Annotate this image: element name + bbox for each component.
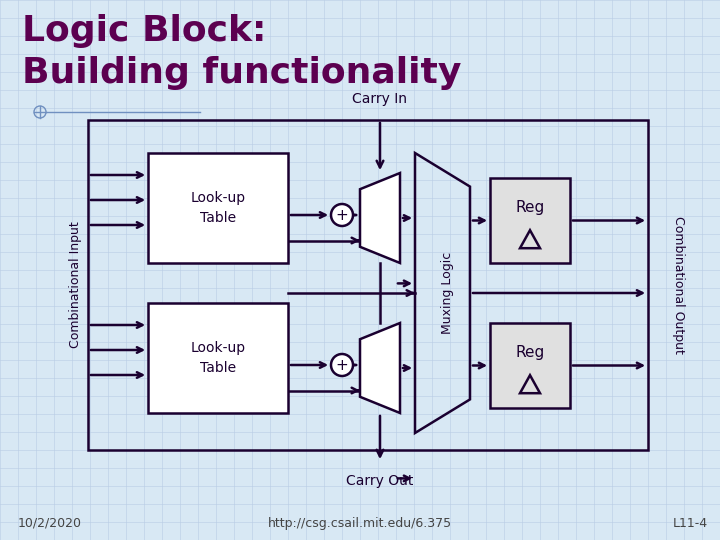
Polygon shape (360, 173, 400, 263)
Text: Combinational Output: Combinational Output (672, 216, 685, 354)
Text: +: + (336, 207, 348, 222)
Bar (490, 323, 570, 408)
Polygon shape (360, 323, 400, 413)
Text: Muxing Logic: Muxing Logic (441, 252, 454, 334)
Text: Look-up
Table: Look-up Table (190, 191, 246, 225)
Text: Combinational Input: Combinational Input (70, 221, 83, 348)
Bar (148, 303, 288, 413)
Circle shape (331, 354, 353, 376)
Text: Reg: Reg (516, 200, 544, 215)
Text: Carry Out: Carry Out (346, 474, 414, 488)
Text: Carry In: Carry In (353, 92, 408, 106)
Circle shape (331, 204, 353, 226)
Bar (490, 178, 570, 263)
Text: Look-up
Table: Look-up Table (190, 341, 246, 375)
Text: 10/2/2020: 10/2/2020 (18, 517, 82, 530)
Bar (148, 153, 288, 263)
Text: http://csg.csail.mit.edu/6.375: http://csg.csail.mit.edu/6.375 (268, 517, 452, 530)
Text: Logic Block:: Logic Block: (22, 14, 266, 48)
Polygon shape (520, 375, 540, 393)
Text: Building functionality: Building functionality (22, 56, 462, 90)
Text: Reg: Reg (516, 345, 544, 360)
Text: L11-4: L11-4 (673, 517, 708, 530)
Polygon shape (520, 230, 540, 248)
Text: +: + (336, 357, 348, 373)
